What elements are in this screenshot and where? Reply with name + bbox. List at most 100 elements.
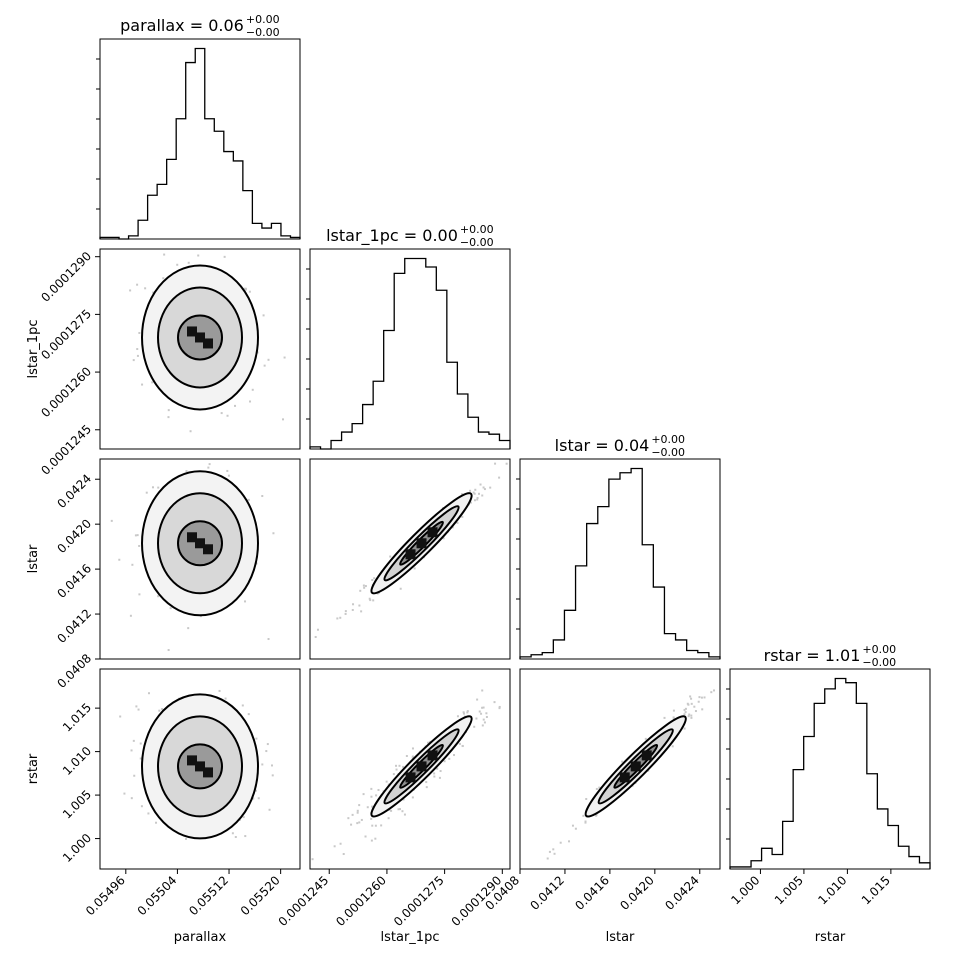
density-peak-cell: [416, 538, 427, 549]
sample-point: [710, 691, 713, 694]
sample-point: [360, 818, 363, 821]
sample-point: [263, 364, 266, 367]
sample-point: [374, 837, 377, 840]
sample-point: [474, 488, 477, 491]
density-peak-cell: [405, 549, 416, 560]
x-tick-label: 0.05496: [83, 873, 128, 918]
sample-point: [151, 381, 154, 384]
sample-point: [371, 805, 374, 808]
sample-point: [480, 712, 483, 715]
sample-point: [283, 356, 286, 359]
sample-point: [268, 808, 271, 811]
sample-point: [356, 822, 359, 825]
sample-point: [161, 708, 164, 711]
sample-point: [364, 585, 367, 588]
sample-point: [234, 404, 237, 407]
sample-point: [478, 710, 481, 713]
sample-point: [456, 521, 459, 524]
y-tick-label: 0.0408: [55, 651, 95, 691]
panel-frame: [729, 668, 931, 870]
sample-point: [701, 708, 704, 711]
sample-point: [392, 773, 395, 776]
sample-point: [442, 537, 445, 540]
sample-point: [133, 774, 136, 777]
sample-point: [132, 739, 135, 742]
title-text: lstar_1pc = 0.00: [326, 226, 458, 246]
panel-frame: [309, 458, 511, 660]
y-axis-label: lstar_1pc: [26, 320, 41, 379]
density-peak-cell: [405, 772, 416, 783]
sample-point: [118, 558, 121, 561]
sample-point: [158, 709, 161, 712]
sample-point: [498, 705, 501, 708]
sample-point: [380, 824, 383, 827]
sample-point: [362, 793, 365, 796]
sample-point: [559, 841, 562, 844]
x-tick-label: 0.05520: [238, 873, 283, 918]
x-tick-label: 1.010: [815, 873, 849, 907]
sample-point: [489, 486, 492, 489]
sample-point: [498, 476, 501, 479]
sample-point: [248, 290, 251, 293]
sample-point: [147, 692, 150, 695]
density-peak-cell: [641, 750, 652, 761]
sample-point: [368, 597, 371, 600]
hist-step-rstar: [729, 677, 931, 869]
sample-point: [479, 483, 482, 486]
sample-point: [140, 805, 143, 808]
scatter-panel-lstar-vs-rstar: [519, 668, 721, 870]
scatter-panel-parallax-vs-lstar_1pc: [99, 248, 301, 450]
sample-point: [621, 760, 624, 763]
y-tick-label: 0.0001275: [38, 307, 94, 363]
sample-point: [505, 462, 508, 465]
sample-point: [697, 700, 700, 703]
sample-point: [453, 754, 456, 757]
sample-point: [683, 708, 686, 711]
density-peak-cell: [187, 532, 197, 543]
sample-point: [138, 331, 141, 334]
sample-point: [433, 772, 436, 775]
sample-point: [686, 702, 689, 705]
sample-point: [139, 757, 142, 760]
sample-point: [461, 493, 464, 496]
sample-point: [390, 809, 393, 812]
sample-point: [466, 710, 469, 713]
panel-title-lstar: lstar = 0.04 +0.00−0.00: [555, 433, 685, 459]
sample-point: [197, 254, 200, 257]
sample-point: [226, 414, 229, 417]
y-tick-label: 0.0412: [55, 606, 95, 646]
y-tick-label: 0.0001260: [38, 364, 94, 420]
density-peak-cell: [187, 755, 197, 766]
x-axis-label: parallax: [174, 930, 227, 945]
sample-point: [485, 712, 488, 715]
sample-point: [245, 288, 248, 291]
density-peak-cell: [427, 527, 438, 538]
x-tick-label: 0.0001275: [391, 873, 447, 929]
sample-point: [130, 749, 133, 752]
sample-point: [373, 577, 376, 580]
sample-point: [584, 821, 587, 824]
sample-point: [257, 797, 260, 800]
sample-point: [189, 430, 192, 433]
x-tick-label: 1.000: [728, 873, 762, 907]
sample-point: [136, 283, 139, 286]
sample-point: [243, 287, 246, 290]
sample-point: [218, 689, 221, 692]
sample-point: [398, 764, 401, 767]
sample-point: [247, 498, 250, 501]
sample-point: [683, 727, 686, 730]
sample-point: [461, 744, 464, 747]
x-tick-label: 0.0001260: [333, 873, 389, 929]
sample-point: [684, 707, 687, 710]
density-peak-cell: [630, 761, 641, 772]
sample-point: [689, 695, 692, 698]
sample-point: [385, 780, 388, 783]
sample-point: [411, 755, 414, 758]
sample-point: [364, 835, 367, 838]
title-upper-error: +0.00: [460, 223, 494, 236]
y-tick-label: 0.0001290: [38, 249, 94, 305]
scatter-panel-parallax-vs-rstar: [99, 668, 301, 870]
sample-point: [242, 816, 245, 819]
panel-frame: [519, 458, 721, 660]
